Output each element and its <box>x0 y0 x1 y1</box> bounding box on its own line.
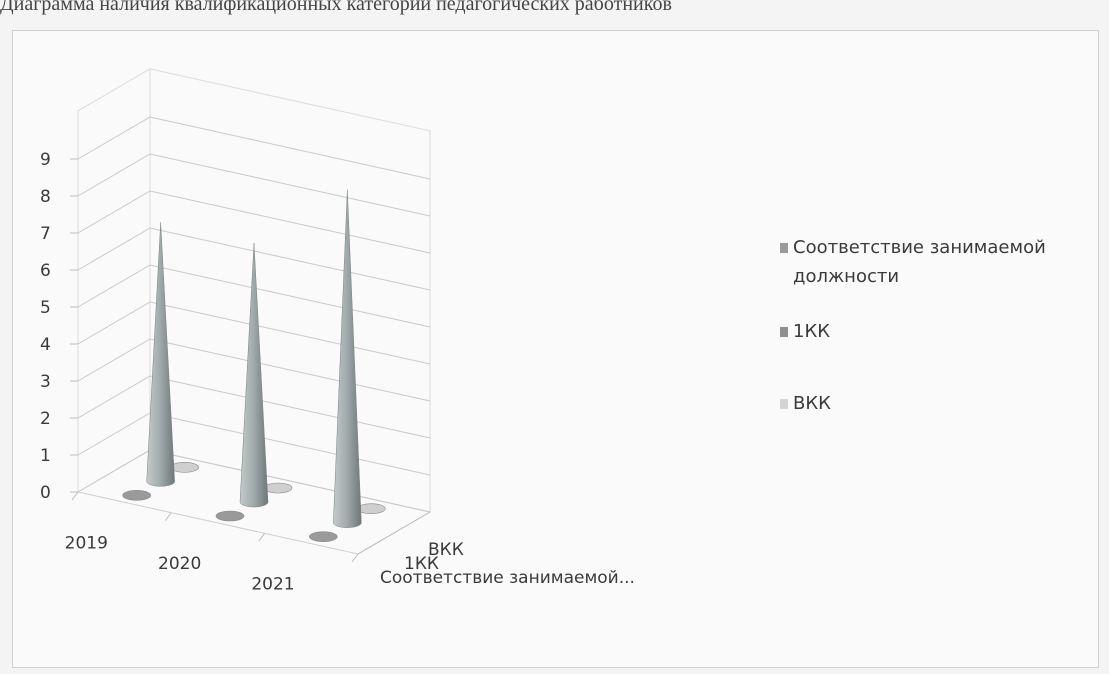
legend-label: должности <box>793 266 899 287</box>
y-axis-ticks: 0 1 2 3 4 5 6 7 8 9 <box>40 150 78 503</box>
back-wall <box>149 68 431 513</box>
y-tick-label: 6 <box>40 261 51 281</box>
y-tick-label: 7 <box>40 224 51 244</box>
chart-gridlines <box>77 116 431 513</box>
legend-swatch <box>780 327 788 337</box>
series-axis-label: ВКК <box>428 540 464 560</box>
legend-swatch <box>780 243 788 253</box>
gridline-7 <box>77 190 431 254</box>
gridline-6 <box>77 227 431 291</box>
flat-cone-2020 <box>263 482 293 494</box>
y-tick-label: 2 <box>40 409 51 429</box>
y-tick-label: 1 <box>40 446 51 466</box>
gridline-8 <box>77 153 431 217</box>
cone-2020 <box>239 242 269 508</box>
y-tick-label: 3 <box>40 372 51 392</box>
cone-2019 <box>146 222 175 487</box>
document-heading: Диаграмма наличия квалификационных катег… <box>0 0 672 15</box>
y-tick-label: 9 <box>40 150 51 170</box>
y-tick-label: 5 <box>40 298 51 318</box>
flat-cone-2021 <box>357 503 386 514</box>
x-tick-mark <box>351 553 359 563</box>
cone-2021 <box>333 189 362 528</box>
x-category-label: 2019 <box>65 533 108 553</box>
gridline-4 <box>77 301 431 365</box>
legend-label: 1КК <box>793 321 830 342</box>
flat-cone-2019 <box>122 490 151 501</box>
legend-label: Соответствие занимаемой <box>793 237 1046 258</box>
x-category-label: 2020 <box>158 554 201 574</box>
depth-axis-line <box>357 511 431 555</box>
flat-cone-2019 <box>170 462 199 473</box>
x-tick-mark <box>71 491 79 501</box>
x-tick-mark <box>164 512 172 521</box>
side-wall <box>77 68 151 493</box>
y-tick-label: 4 <box>40 335 51 355</box>
flat-cone-2020 <box>215 510 245 522</box>
gridline-3 <box>77 338 431 402</box>
legend-label: ВКК <box>793 393 831 414</box>
x-category-label: 2021 <box>251 575 294 595</box>
x-axis-categories: 2019 2020 2021 <box>65 491 359 595</box>
series-axis-label: Соответствие занимаемой... <box>380 568 635 588</box>
y-tick-label: 0 <box>40 483 51 503</box>
flat-cone-2021 <box>309 531 338 542</box>
gridline-2 <box>77 375 431 439</box>
legend-swatch <box>780 399 788 409</box>
chart-marks <box>122 189 386 542</box>
chart-legend: Соответствие занимаемой должности 1КК ВКК <box>780 237 1046 414</box>
x-tick-mark <box>258 533 266 542</box>
y-tick-label: 8 <box>40 187 51 207</box>
series-axis-label: 1КК <box>404 554 439 574</box>
gridline-9 <box>77 116 431 180</box>
gridline-5 <box>77 264 431 328</box>
